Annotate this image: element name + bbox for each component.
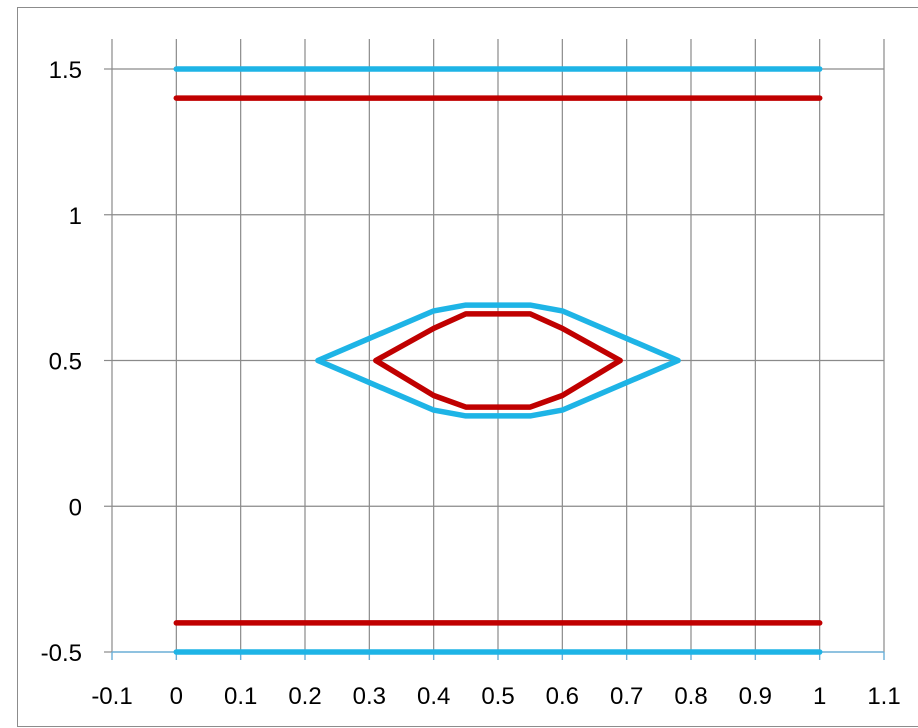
y-tick-label: 0 [69,494,82,521]
chart-plot: -0.1 0 0.1 0.2 0.3 0.4 0.5 0.6 0.7 0.8 0.9 1 1.1 -0.5… [41,39,901,710]
x-tick-label: 0.8 [674,683,707,710]
x-tick-label: 0.3 [353,683,386,710]
x-tick-label: 0.5 [481,683,514,710]
y-tick-label: 0.5 [49,349,82,376]
x-tick-label: 0.4 [417,683,450,710]
series-line [315,302,681,419]
x-tick-label: 0.1 [224,683,257,710]
series-line [373,311,623,410]
x-tick-label: 1.1 [867,683,900,710]
x-tick-label: 0.9 [739,683,772,710]
x-tick-label: 1 [813,683,826,710]
y-tick-label: 1 [69,203,82,230]
x-tick-label: 0.2 [288,683,321,710]
x-tick-label: 0.6 [546,683,579,710]
y-tick-label: 1.5 [49,57,82,84]
y-tick-label: -0.5 [41,640,82,667]
x-tick-label: 0 [170,683,183,710]
x-tick-label: 0.7 [610,683,643,710]
chart-frame: -0.1 0 0.1 0.2 0.3 0.4 0.5 0.6 0.7 0.8 0.9 1 1.1 -0.5… [17,7,918,727]
x-tick-label: -0.1 [91,683,132,710]
